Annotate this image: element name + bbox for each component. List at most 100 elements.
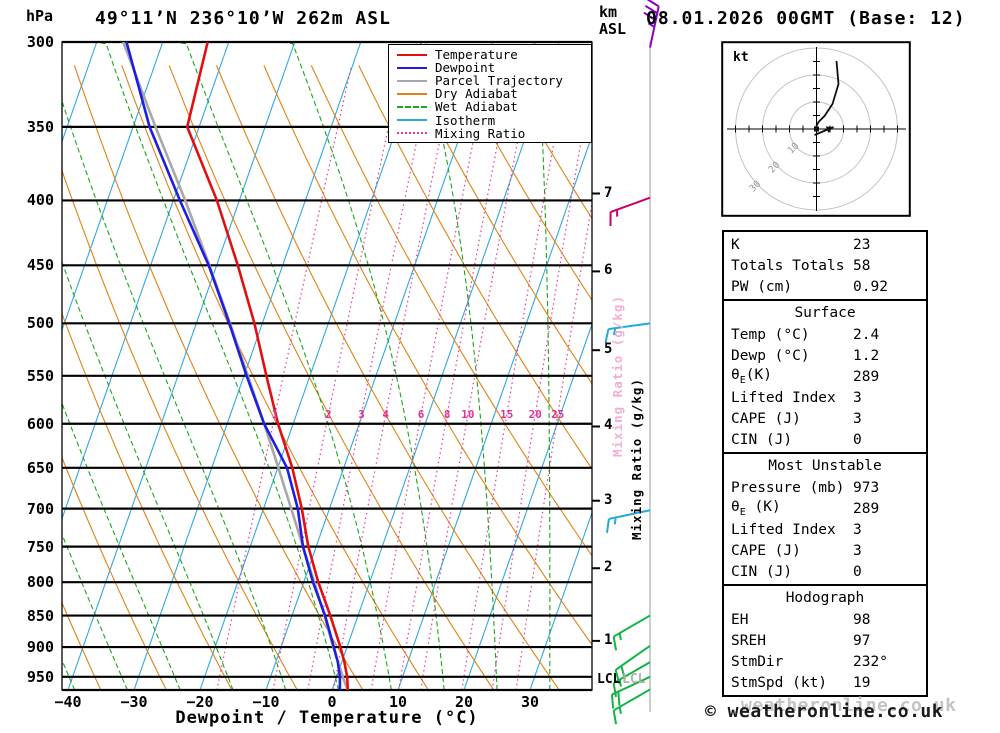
wind-barb: [612, 688, 651, 725]
copyright: weatheronline.co.uk © weatheronline.co.u…: [705, 695, 956, 722]
km-tick-label: 3: [604, 491, 613, 508]
table-row: Lifted Index 3: [724, 387, 926, 408]
legend-label: Wet Adiabat: [435, 99, 518, 115]
table-row: SREH 97: [724, 630, 926, 651]
wet-adiabat-line: [531, 42, 551, 690]
dry-adiabat-line: [215, 65, 560, 690]
table-row: Totals Totals 58: [724, 255, 926, 276]
temp-tick-label: −30: [120, 693, 148, 711]
dry-adiabat-line: [73, 65, 364, 690]
legend-label: Dry Adiabat: [435, 86, 518, 102]
mixing-ratio-line-sample: [397, 132, 427, 135]
wind-barb: [609, 196, 651, 227]
table-row-value: 0: [853, 563, 862, 580]
mixing-ratio-line: [333, 65, 456, 690]
table-row-label: CAPE (J): [731, 410, 801, 427]
hodograph-origin-marker: [814, 126, 819, 132]
legend-item: Dewpoint: [389, 61, 591, 74]
table-row-value: 58: [853, 257, 871, 274]
mixing-ratio-value-label: 8: [443, 408, 451, 422]
temperature-line-sample: [397, 53, 427, 56]
mixing-ratio-value-label: 25: [551, 408, 565, 422]
wet-adiabat-line-sample: [397, 105, 427, 108]
table-row: CIN (J) 0: [724, 429, 926, 450]
pressure-axis-unit: hPa: [26, 7, 54, 25]
mixing-ratio-value-label: 4: [382, 408, 389, 422]
lcl-label-watermark: LCL: [622, 672, 646, 688]
table-row-label: CIN (J): [731, 431, 793, 448]
mixing-ratio-line: [370, 65, 489, 690]
legend: Temperature Dewpoint Parcel Trajectory Dry …: [388, 44, 592, 143]
table-section: Surface Temp (°C) 2.4 Dewp (°C) 1.2 θE(K) 289 L…: [722, 299, 928, 454]
legend-item: Isotherm: [389, 113, 591, 127]
temp-tick-label: −10: [252, 693, 280, 711]
isotherm-line: [62, 42, 230, 521]
temp-tick-label: 0: [327, 693, 337, 711]
table-section: K 23 Totals Totals 58 PW (cm) 0.92: [722, 230, 928, 301]
table-row: CAPE (J) 3: [724, 540, 926, 561]
wind-barb: [612, 661, 651, 698]
table-row: CIN (J) 0: [724, 561, 926, 582]
km-axis-unit-asl: ASL: [599, 20, 627, 38]
mixing-ratio-line: [420, 65, 533, 690]
table-row-value: 289: [853, 500, 880, 517]
legend-item: Dry Adiabat: [389, 87, 591, 100]
wind-barb: [605, 509, 651, 533]
pressure-tick-label: 400: [26, 191, 54, 210]
km-tick-label: 4: [604, 417, 613, 434]
dry-adiabat-line-sample: [397, 92, 427, 95]
temp-tick-label: 30: [520, 693, 540, 711]
pressure-tick-label: 900: [26, 638, 54, 657]
pressure-tick-label: 450: [26, 256, 54, 275]
table-section-title: Most Unstable: [768, 458, 882, 474]
table-row-label: Lifted Index: [731, 389, 836, 406]
mixing-ratio-value-label: 2: [325, 408, 332, 422]
mixing-ratio-value-label: 10: [461, 408, 475, 422]
temp-tick-label: 20: [454, 693, 474, 711]
mixing-ratio-line: [515, 199, 592, 690]
hodograph-unit-label: kt: [733, 50, 749, 65]
legend-item: Temperature: [389, 48, 591, 61]
copyright-watermark: weatheronline.co.uk: [741, 695, 957, 716]
temp-tick-label: 10: [388, 693, 408, 711]
pressure-tick-label: 550: [26, 366, 54, 385]
legend-label: Dewpoint: [435, 60, 496, 76]
table-row-label: StmSpd (kt): [731, 674, 828, 691]
profiles: [121, 42, 350, 690]
table-row: K 23: [724, 234, 926, 255]
table-row-label: PW (cm): [731, 278, 793, 295]
wet-adiabat-line: [62, 99, 287, 690]
pressure-tick-label: 300: [26, 33, 54, 51]
table-section: Hodograph EH 98 SREH 97 StmDir 232° StmSpd (kt)…: [722, 584, 928, 697]
lcl-label: LCL: [597, 672, 621, 688]
dry-adiabat-line: [263, 65, 592, 646]
table-row: Lifted Index 3: [724, 519, 926, 540]
table-section-title: Surface: [794, 305, 856, 321]
wind-barb: [612, 614, 651, 651]
table-row-label: Temp (°C): [731, 326, 810, 343]
table-row-label: K: [731, 236, 740, 253]
wind-barb: [604, 322, 651, 344]
wet-adiabat-line: [282, 42, 445, 690]
dry-adiabat-line: [62, 312, 233, 690]
station-title: 49°11’N 236°10’W 262m ASL: [95, 8, 391, 29]
pressure-tick-label: 500: [26, 314, 54, 333]
dry-adiabat-line: [121, 65, 429, 690]
table-row-value: 97: [853, 632, 871, 649]
parcel-trajectory-line-sample: [397, 79, 427, 82]
pressure-tick-label: 700: [26, 499, 54, 518]
legend-item: Parcel Trajectory: [389, 74, 591, 87]
table-row-label: Pressure (mb): [731, 479, 845, 496]
table-row-label: SREH: [731, 632, 766, 649]
dry-adiabat-line: [358, 65, 592, 470]
wind-barb: [643, 0, 660, 48]
km-tick-label: 5: [604, 341, 613, 358]
table-row: Pressure (mb) 973: [724, 477, 926, 498]
temp-tick-label: −40: [54, 693, 82, 711]
table-row-label: Dewp (°C): [731, 347, 810, 364]
pressure-tick-label: 650: [26, 458, 54, 477]
table-row-label: Lifted Index: [731, 521, 836, 538]
storm-motion-arrowhead: [825, 126, 834, 133]
mixing-ratio-value-label: 15: [500, 408, 514, 422]
